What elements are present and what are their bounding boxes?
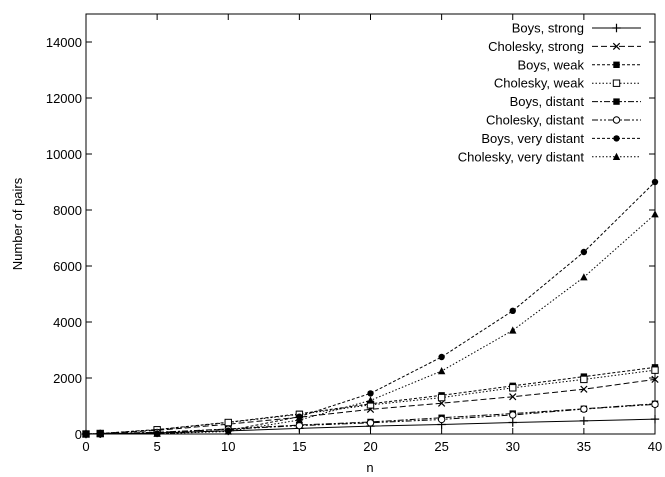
data-point [651, 375, 659, 384]
y-tick-label: 2000 [53, 371, 82, 386]
data-point [295, 416, 304, 424]
y-tick-label: 6000 [53, 259, 82, 274]
data-point [437, 393, 446, 402]
data-point [509, 326, 517, 334]
legend-marker [613, 61, 620, 68]
data-point [295, 421, 304, 430]
x-tick-label: 10 [221, 439, 235, 454]
legend: Boys, strong Cholesky, strong Boys, weak Ch… [458, 21, 641, 164]
series-line [85, 403, 656, 435]
data-point [580, 248, 588, 256]
legend-item: Cholesky, weak [494, 76, 641, 91]
y-tick-label: 14000 [46, 35, 82, 50]
y-axis: 0 2000 4000 6000 8000 10000 12000 14000 [46, 35, 655, 442]
data-point [153, 429, 161, 437]
y-tick-label: 12000 [46, 91, 82, 106]
series-line [85, 369, 656, 435]
legend-label: Cholesky, weak [494, 76, 585, 91]
legend-label: Boys, weak [518, 57, 585, 72]
data-point [651, 178, 659, 186]
x-tick-label: 35 [577, 439, 591, 454]
legend-item: Boys, distant [510, 94, 641, 109]
data-point [508, 418, 517, 427]
y-tick-label: 8000 [53, 203, 82, 218]
legend-marker [612, 152, 621, 160]
data-point [651, 366, 659, 374]
x-tick-label: 30 [506, 439, 520, 454]
data-point [366, 396, 375, 404]
data-point [509, 384, 517, 392]
series-line [85, 378, 656, 435]
x-tick-label: 20 [363, 439, 377, 454]
data-point [366, 419, 375, 427]
data-point [651, 400, 659, 409]
data-point [509, 307, 516, 314]
y-tick-label: 4000 [53, 315, 82, 330]
y-tick-label: 0 [75, 427, 82, 442]
data-point [437, 415, 446, 424]
series-7 [82, 210, 659, 438]
data-point [509, 393, 517, 401]
data-point [367, 390, 374, 397]
data-point [579, 416, 589, 426]
series-line [85, 403, 656, 435]
legend-label: Cholesky, very distant [458, 149, 585, 164]
legend-item: Boys, weak [518, 57, 641, 72]
legend-marker [612, 79, 621, 87]
legend-item: Boys, strong [512, 21, 641, 36]
data-point [580, 375, 588, 384]
x-tick-label: 5 [154, 439, 161, 454]
legend-label: Boys, distant [510, 94, 585, 109]
legend-item: Cholesky, distant [486, 113, 641, 128]
data-point [437, 367, 446, 375]
data-point [224, 427, 232, 435]
legend-marker [612, 116, 621, 124]
legend-marker [612, 23, 621, 33]
series-group [81, 178, 660, 439]
data-point [509, 411, 517, 419]
x-tick-label: 15 [292, 439, 306, 454]
legend-item: Boys, very distant [481, 131, 641, 146]
x-tick-label: 25 [434, 439, 448, 454]
x-axis: 0 5 10 15 20 25 30 35 40 [82, 14, 662, 454]
data-point [650, 414, 660, 424]
data-point [224, 418, 232, 427]
data-point [651, 210, 659, 218]
data-point [82, 430, 90, 438]
data-point [580, 385, 588, 393]
data-point [580, 405, 588, 413]
legend-marker [613, 135, 620, 142]
legend-label: Boys, very distant [481, 131, 584, 146]
legend-marker [613, 98, 620, 105]
data-point [96, 429, 104, 438]
series-line [85, 213, 656, 435]
y-axis-label: Number of pairs [10, 177, 25, 270]
legend-marker [612, 42, 621, 51]
legend-label: Boys, strong [512, 21, 584, 36]
legend-label: Cholesky, strong [488, 39, 584, 54]
x-tick-label: 0 [82, 439, 89, 454]
x-tick-label: 40 [648, 439, 662, 454]
legend-label: Cholesky, distant [486, 113, 584, 128]
y-tick-label: 10000 [46, 147, 82, 162]
data-point [438, 353, 445, 361]
legend-item: Cholesky, very distant [458, 149, 641, 164]
legend-item: Cholesky, strong [488, 39, 641, 54]
data-point [580, 273, 588, 281]
x-axis-label: n [366, 460, 373, 475]
